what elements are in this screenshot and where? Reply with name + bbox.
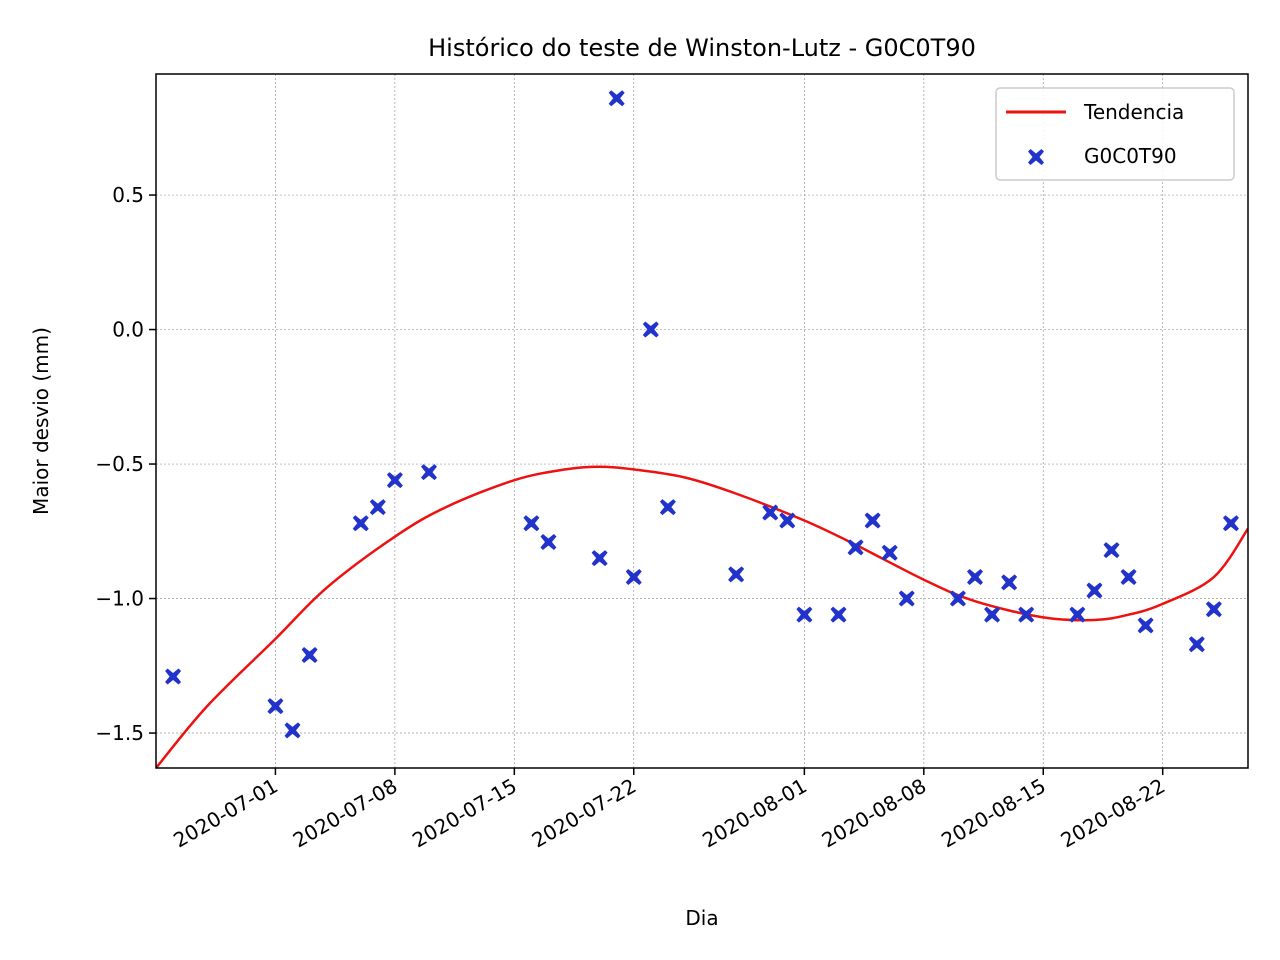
data-point	[779, 512, 796, 529]
data-point	[984, 606, 1001, 623]
data-point	[642, 321, 659, 338]
data-point	[540, 534, 557, 551]
data-point	[1018, 606, 1035, 623]
trend-line	[156, 465, 1248, 768]
data-point	[762, 504, 779, 521]
data-point	[1120, 569, 1137, 586]
y-tick-label: 0.5	[112, 183, 144, 207]
data-point	[421, 464, 437, 481]
data-point	[165, 668, 182, 685]
legend: Tendencia G0C0T90	[995, 87, 1235, 181]
x-axis-title: Dia	[685, 906, 718, 930]
data-point	[352, 515, 369, 532]
y-tick-label: −1.0	[95, 587, 144, 611]
y-tick-label: −1.5	[95, 721, 144, 745]
chart-title: Histórico do teste de Winston-Lutz - G0C…	[428, 34, 976, 62]
data-point	[881, 544, 898, 561]
y-tick-label: 0.0	[112, 318, 144, 342]
data-point	[284, 722, 301, 739]
data-point	[591, 550, 608, 567]
trend-layer	[156, 465, 1248, 768]
y-tick-label: −0.5	[95, 452, 144, 476]
data-point	[267, 698, 284, 715]
data-point	[1086, 582, 1103, 599]
data-point	[369, 499, 386, 516]
data-point	[847, 539, 864, 556]
data-point	[796, 606, 813, 623]
legend-trend-label: Tendencia	[1083, 100, 1184, 124]
data-point	[1222, 515, 1239, 532]
data-point	[1188, 636, 1205, 653]
data-point	[1103, 542, 1120, 559]
data-point	[301, 647, 318, 664]
data-point	[967, 569, 983, 586]
y-axis-title: Maior desvio (mm)	[29, 327, 53, 515]
gridlines	[156, 74, 1248, 768]
legend-point-swatch	[1028, 149, 1044, 165]
data-point	[1137, 617, 1154, 634]
data-point	[523, 515, 540, 532]
data-point	[386, 472, 403, 489]
plot-area-frame	[155, 73, 1249, 769]
data-point	[864, 512, 881, 529]
data-point	[1069, 606, 1086, 623]
data-point	[898, 590, 915, 607]
data-point	[949, 590, 966, 607]
y-axis: 0.5 0.0 −0.5 −1.0 −1.5	[95, 183, 156, 745]
data-point	[830, 606, 847, 623]
data-point	[728, 566, 745, 583]
data-point	[1205, 601, 1222, 618]
data-point	[608, 90, 625, 107]
points-layer	[165, 90, 1239, 739]
legend-points-label: G0C0T90	[1084, 144, 1177, 168]
data-point	[625, 569, 642, 586]
data-point	[1001, 574, 1018, 591]
data-point	[659, 499, 676, 516]
